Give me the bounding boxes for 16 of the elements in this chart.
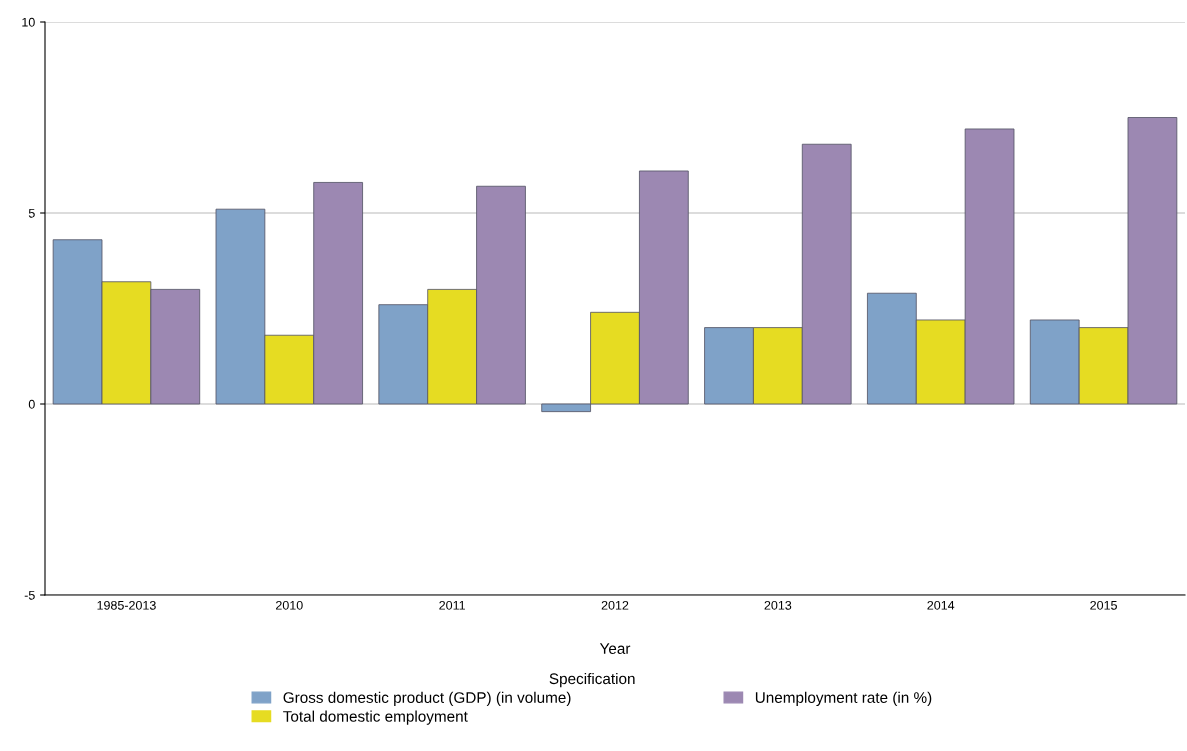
x-tick-label: 2012	[601, 600, 629, 610]
x-tick-label: 2015	[1090, 600, 1117, 610]
legend-label: Unemployment rate (in %)	[755, 691, 932, 706]
legend-label: Total domestic employment	[283, 710, 468, 725]
x-axis-title: Year	[599, 643, 631, 654]
y-tick-label: 10	[22, 17, 35, 27]
legend-label: Gross domestic product (GDP) (in volume)	[283, 691, 571, 706]
x-tick-label: 2010	[276, 600, 303, 610]
x-tick-label: 2013	[764, 600, 792, 610]
x-tick-label: 2011	[439, 600, 465, 610]
x-tick-label: 1985-2013	[97, 600, 156, 610]
x-tick-label: 2014	[927, 600, 955, 610]
y-tick-label: 5	[28, 208, 35, 218]
legend-title: Specification	[549, 672, 635, 688]
y-tick-label: -5	[24, 590, 35, 600]
y-tick-label: 0	[28, 399, 35, 409]
